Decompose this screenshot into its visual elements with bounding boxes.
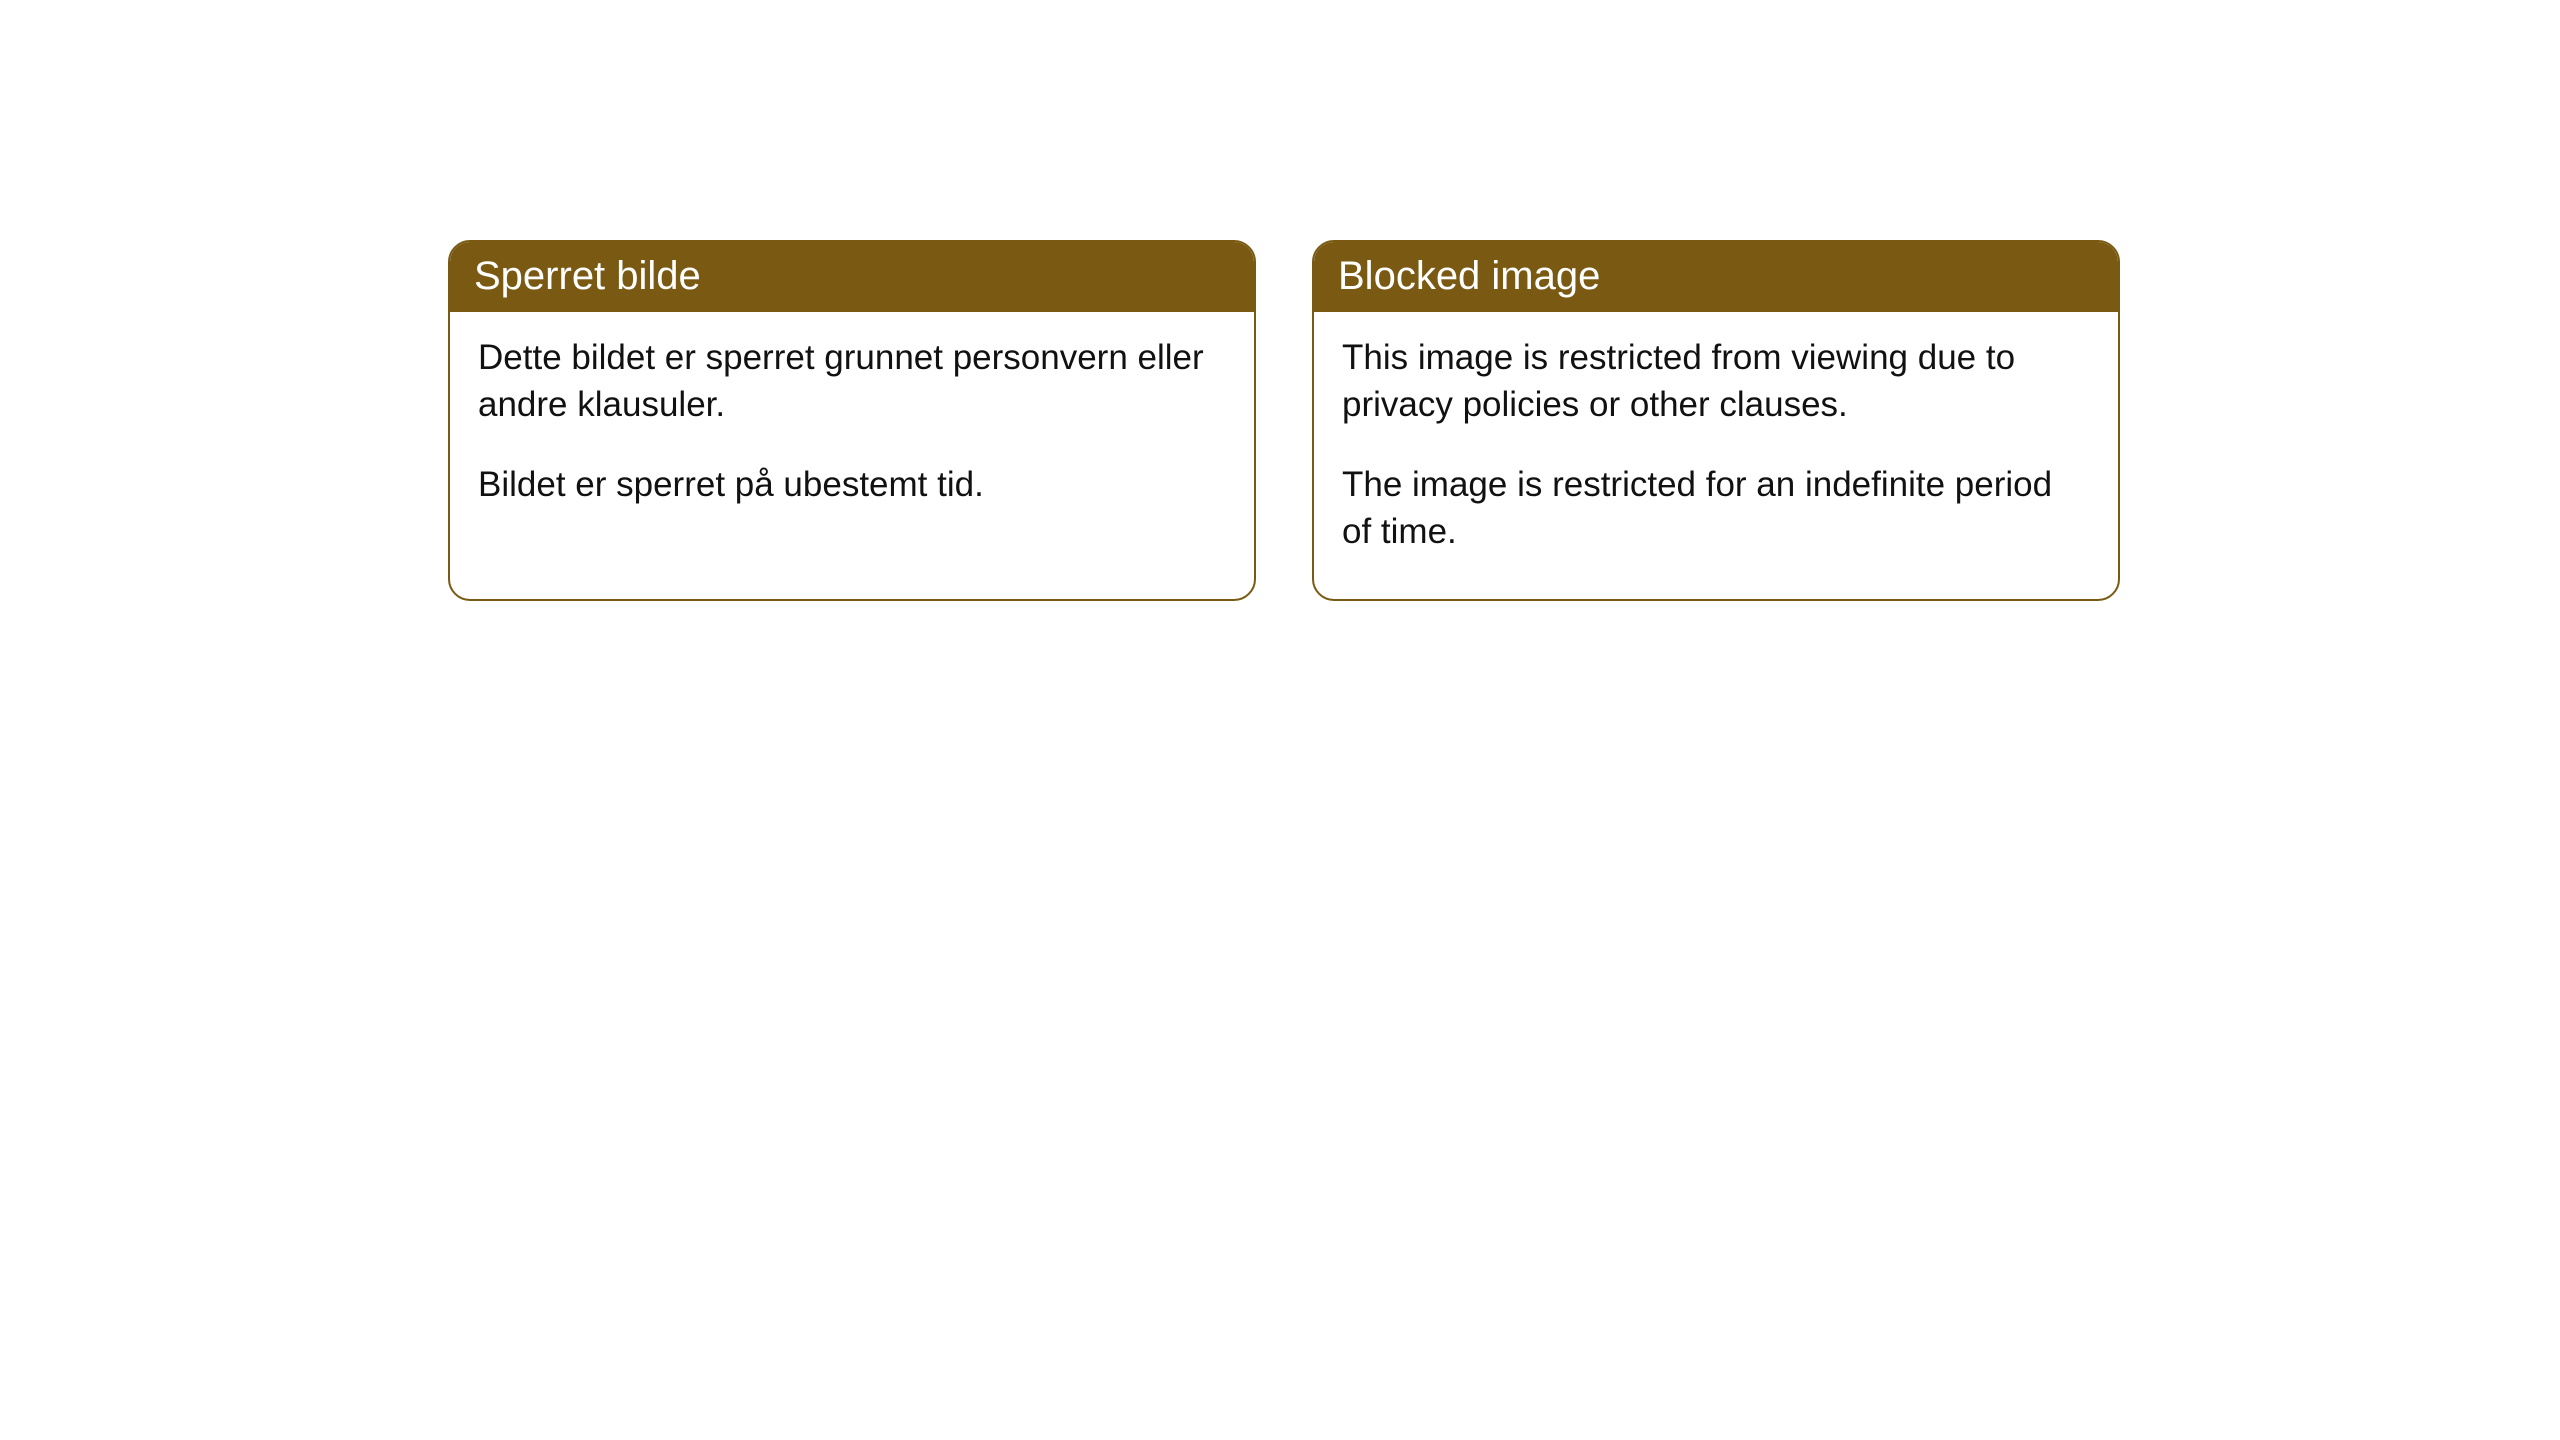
card-text-en-1: This image is restricted from viewing du… [1342,334,2090,429]
card-title-no: Sperret bilde [450,242,1254,312]
card-title-en: Blocked image [1314,242,2118,312]
card-body-en: This image is restricted from viewing du… [1314,312,2118,599]
card-text-no-2: Bildet er sperret på ubestemt tid. [478,461,1226,508]
card-text-en-2: The image is restricted for an indefinit… [1342,461,2090,556]
notice-cards-row: Sperret bilde Dette bildet er sperret gr… [448,240,2120,601]
blocked-image-card-no: Sperret bilde Dette bildet er sperret gr… [448,240,1256,601]
card-text-no-1: Dette bildet er sperret grunnet personve… [478,334,1226,429]
blocked-image-card-en: Blocked image This image is restricted f… [1312,240,2120,601]
card-body-no: Dette bildet er sperret grunnet personve… [450,312,1254,552]
